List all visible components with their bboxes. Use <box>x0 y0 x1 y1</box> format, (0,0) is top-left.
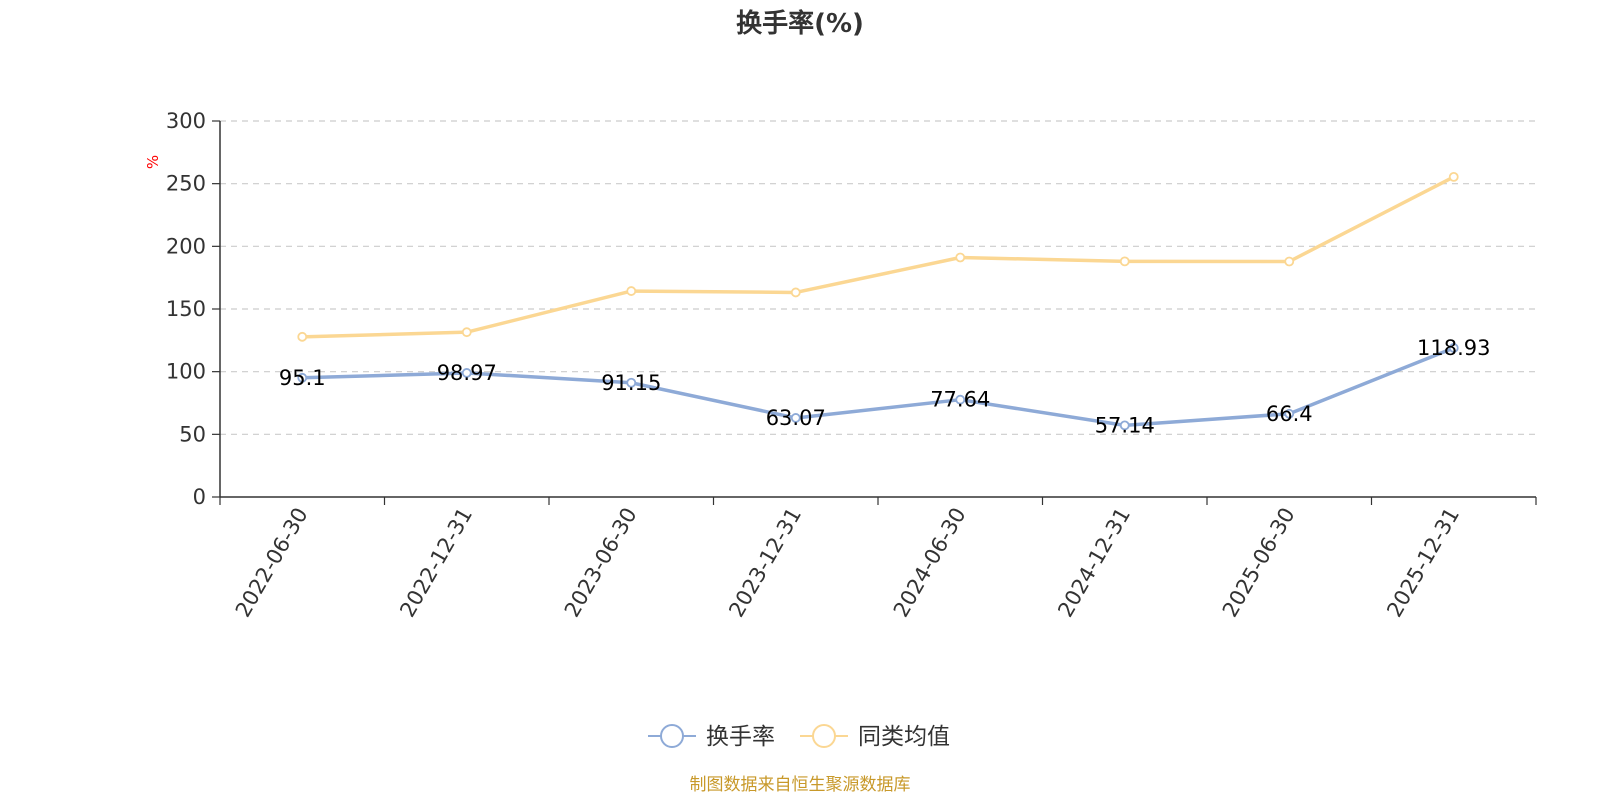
y-tick-label: 50 <box>179 422 206 446</box>
series-line <box>302 346 1455 428</box>
x-tick-label: 2022-12-31 <box>395 504 477 622</box>
x-tick-label: 2025-12-31 <box>1382 504 1464 622</box>
y-tick-label: 150 <box>166 297 206 321</box>
y-axis-ticks: 0 50 100 150 200 250 300 <box>166 109 220 509</box>
data-point[interactable] <box>461 368 472 378</box>
legend-item[interactable]: 同类均值 <box>800 724 950 750</box>
x-tick-label: 2024-12-31 <box>1053 504 1135 622</box>
legend[interactable]: 换手率 同类均值 <box>648 724 950 750</box>
legend-circle-icon <box>812 724 836 748</box>
data-point[interactable] <box>1119 256 1130 267</box>
data-point[interactable] <box>297 372 308 383</box>
data-label: 118.93 <box>1417 336 1490 360</box>
data-point[interactable] <box>790 413 801 423</box>
legend-item[interactable]: 换手率 <box>648 724 775 750</box>
x-tick-label: 2025-06-30 <box>1218 504 1300 622</box>
y-tick-label: 0 <box>193 485 206 509</box>
data-point[interactable] <box>1448 343 1459 353</box>
data-label: 98.97 <box>437 361 497 385</box>
data-point[interactable] <box>1448 171 1459 182</box>
x-tick-label: 2022-06-30 <box>231 504 313 622</box>
series-line <box>302 175 1455 339</box>
data-point[interactable] <box>1284 256 1295 267</box>
data-point[interactable] <box>626 377 637 388</box>
data-point[interactable] <box>1284 408 1295 419</box>
gridlines <box>220 120 1536 435</box>
y-tick-label: 200 <box>166 234 206 258</box>
data-label: 91.15 <box>601 371 661 395</box>
y-tick-label: 250 <box>166 172 206 196</box>
series-group <box>297 171 1459 431</box>
data-labels: 95.1 98.97 91.15 63.07 77.64 57.14 66.4 118.93 <box>279 336 1491 437</box>
y-axis-unit: % <box>144 155 162 169</box>
x-tick-label: 2024-06-30 <box>889 504 971 622</box>
data-label: 66.4 <box>1266 402 1313 426</box>
x-tick-label: 2023-06-30 <box>560 504 642 622</box>
data-point[interactable] <box>955 394 966 405</box>
axes <box>219 121 1536 498</box>
chart-title: 换手率(%) <box>736 8 864 39</box>
x-tick-label: 2023-12-31 <box>724 504 806 622</box>
data-label: 77.64 <box>930 388 990 412</box>
data-source-note: 制图数据来自恒生聚源数据库 <box>690 775 911 795</box>
legend-circle-icon <box>660 724 684 748</box>
data-point[interactable] <box>297 331 308 342</box>
y-tick-label: 300 <box>166 109 206 133</box>
data-label: 63.07 <box>766 406 826 430</box>
data-point[interactable] <box>461 327 472 338</box>
data-label: 57.14 <box>1095 413 1155 437</box>
legend-label: 同类均值 <box>858 724 950 750</box>
legend-label: 换手率 <box>706 724 775 750</box>
data-label: 95.1 <box>279 366 326 390</box>
data-point[interactable] <box>955 252 966 263</box>
data-point[interactable] <box>626 286 637 296</box>
x-axis-ticks: 2022-06-30 2022-12-31 2023-06-30 2023-12-31… <box>219 497 1537 622</box>
data-point[interactable] <box>1119 420 1130 431</box>
data-point[interactable] <box>790 287 801 298</box>
y-tick-label: 100 <box>166 360 206 384</box>
